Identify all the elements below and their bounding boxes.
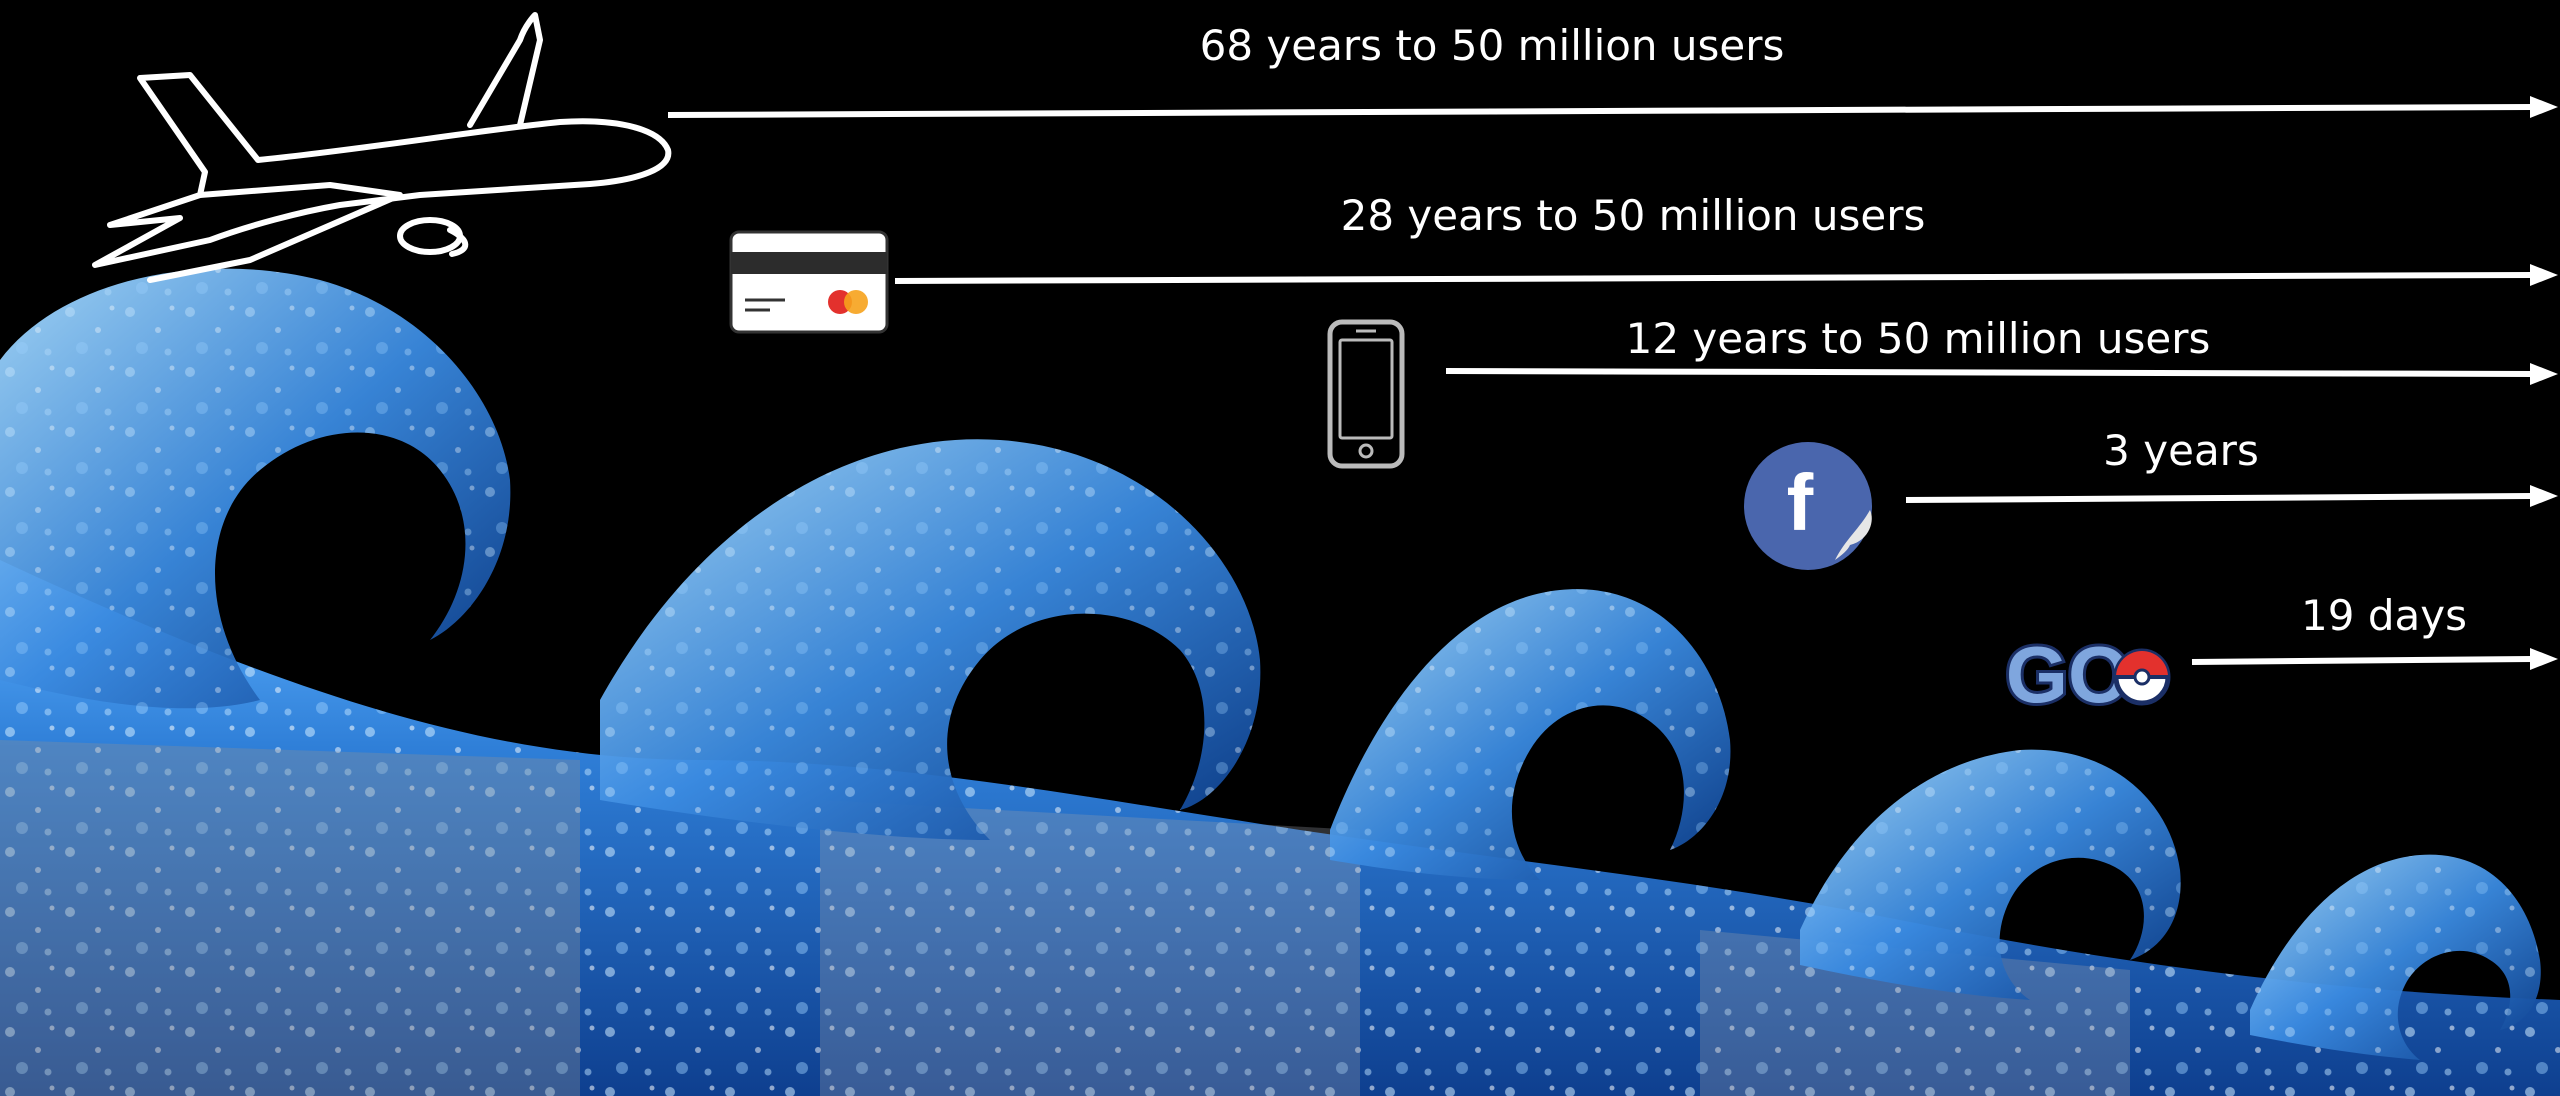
label-airplane: 68 years to 50 million users [1199, 21, 1785, 70]
label-facebook: 3 years [2103, 426, 2259, 475]
pokemon-go-icon-text: GO [2006, 630, 2130, 719]
arrow-mobile-phone [1445, 363, 2558, 385]
label-credit-card: 28 years to 50 million users [1340, 191, 1926, 240]
arrow-airplane [667, 96, 2558, 118]
facebook-icon: f [1744, 442, 1872, 570]
pokemon-go-icon: GO [2003, 627, 2171, 722]
label-mobile-phone: 12 years to 50 million users [1625, 314, 2211, 363]
credit-card-icon [729, 230, 889, 334]
facebook-icon-letter: f [1787, 458, 1814, 547]
mobile-phone-icon [1327, 319, 1405, 469]
airplane-icon [92, 12, 672, 283]
arrow-pokemon-go [2191, 648, 2558, 670]
arrow-facebook [1905, 485, 2558, 507]
label-pokemon-go: 19 days [2301, 591, 2467, 640]
arrow-credit-card [894, 264, 2558, 286]
